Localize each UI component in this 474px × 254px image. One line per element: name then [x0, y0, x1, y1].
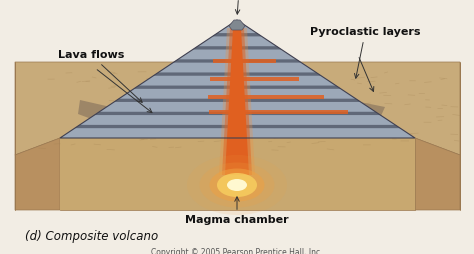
- Polygon shape: [212, 33, 262, 36]
- Polygon shape: [202, 40, 272, 43]
- Polygon shape: [232, 20, 242, 23]
- Polygon shape: [163, 66, 311, 69]
- Ellipse shape: [217, 173, 257, 197]
- Polygon shape: [104, 105, 371, 108]
- Polygon shape: [15, 138, 60, 210]
- Polygon shape: [154, 72, 321, 76]
- Polygon shape: [222, 28, 252, 175]
- Polygon shape: [208, 95, 324, 99]
- Polygon shape: [124, 92, 351, 96]
- Polygon shape: [229, 20, 245, 30]
- Text: Magma chamber: Magma chamber: [185, 197, 289, 225]
- Polygon shape: [210, 110, 348, 114]
- Polygon shape: [292, 88, 330, 100]
- Polygon shape: [84, 118, 390, 122]
- Polygon shape: [134, 86, 341, 89]
- Polygon shape: [60, 20, 415, 138]
- Polygon shape: [210, 77, 299, 81]
- Polygon shape: [335, 98, 385, 118]
- Polygon shape: [225, 28, 249, 175]
- Ellipse shape: [227, 179, 247, 191]
- Text: Crater: Crater: [219, 0, 259, 14]
- Polygon shape: [219, 28, 255, 175]
- Ellipse shape: [200, 163, 274, 208]
- Polygon shape: [183, 53, 292, 56]
- Polygon shape: [237, 62, 460, 155]
- Polygon shape: [15, 62, 237, 155]
- Text: Lava flows: Lava flows: [58, 50, 142, 102]
- Polygon shape: [415, 138, 460, 210]
- Polygon shape: [65, 131, 410, 135]
- Text: (d) Composite volcano: (d) Composite volcano: [25, 230, 158, 243]
- Polygon shape: [213, 59, 275, 63]
- Polygon shape: [94, 112, 381, 115]
- Polygon shape: [222, 27, 252, 30]
- Polygon shape: [114, 99, 361, 102]
- Polygon shape: [60, 138, 415, 210]
- Polygon shape: [173, 59, 301, 63]
- Polygon shape: [60, 88, 237, 210]
- Polygon shape: [75, 125, 400, 128]
- Polygon shape: [150, 90, 180, 102]
- Polygon shape: [193, 46, 282, 50]
- Text: Pyroclastic layers: Pyroclastic layers: [310, 27, 420, 78]
- Ellipse shape: [210, 168, 264, 201]
- Text: Copyright © 2005 Pearson Prentice Hall, Inc.: Copyright © 2005 Pearson Prentice Hall, …: [151, 248, 323, 254]
- Polygon shape: [78, 100, 130, 124]
- Polygon shape: [237, 88, 415, 210]
- Ellipse shape: [187, 155, 287, 215]
- Polygon shape: [144, 79, 331, 82]
